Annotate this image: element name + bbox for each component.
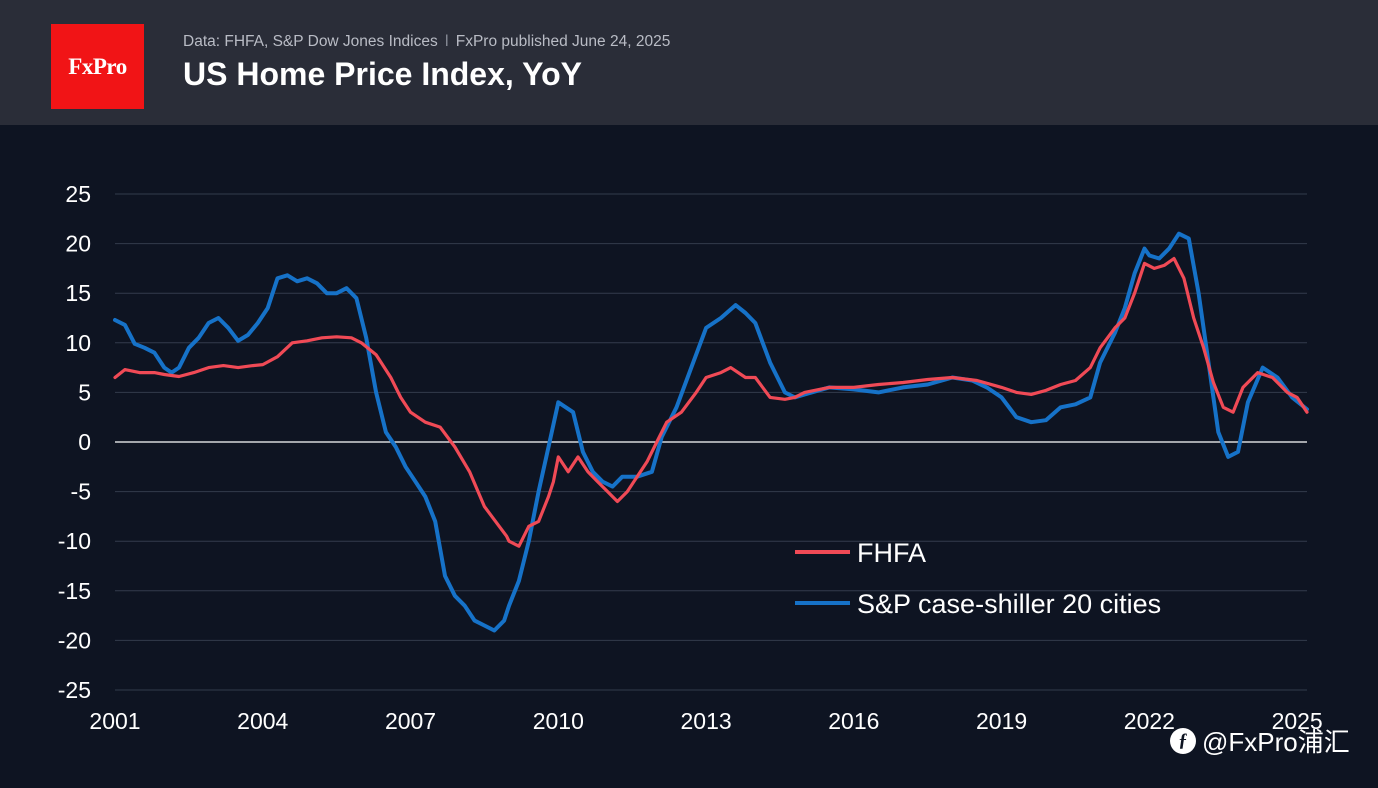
y-tick-label: 15: [65, 280, 91, 306]
fxpro-logo: FxPro: [51, 24, 144, 109]
x-tick-label: 2016: [828, 708, 879, 734]
series-lines: [113, 231, 1309, 633]
header-bar: FxPro Data: FHFA, S&P Dow Jones Indices ǀ…: [0, 0, 1378, 125]
y-tick-label: -20: [58, 627, 91, 653]
legend-label: S&P case-shiller 20 cities: [857, 589, 1161, 619]
x-tick-label: 2025: [1272, 708, 1323, 734]
weibo-icon: ƒ: [1170, 727, 1196, 754]
x-tick-label: 2019: [976, 708, 1027, 734]
x-tick-label: 2007: [385, 708, 436, 734]
legend: FHFA S&P case-shiller 20 cities: [795, 538, 1161, 619]
series-line-fhfa: [113, 256, 1309, 548]
y-tick-label: -25: [58, 677, 91, 703]
x-tick-label: 2013: [680, 708, 731, 734]
x-tick-label: 2022: [1124, 708, 1175, 734]
y-tick-label: -10: [58, 528, 91, 554]
series-line-sp-case-shiller: [113, 231, 1309, 633]
y-tick-label: 20: [65, 231, 91, 257]
x-axis-ticks: 2001 2004 2007 2010 2013 2016 2019 2022 2025: [89, 708, 1322, 734]
y-tick-label: 25: [65, 181, 91, 207]
chart-title: US Home Price Index, YoY: [183, 56, 582, 92]
y-tick-label: 0: [78, 429, 91, 455]
publisher-text: FxPro published June 24, 2025: [455, 33, 671, 50]
gridlines: [115, 193, 1307, 691]
x-tick-label: 2010: [533, 708, 584, 734]
x-tick-label: 2004: [237, 708, 288, 734]
separator-icon: ǀ: [444, 33, 449, 50]
watermark: ƒ @FxPro浦汇: [1170, 722, 1350, 759]
source-line: Data: FHFA, S&P Dow Jones Indices ǀ FxPro …: [183, 33, 670, 51]
y-tick-label: -5: [71, 479, 91, 505]
legend-label: FHFA: [857, 538, 926, 568]
y-axis-ticks: 25 20 15 10 5 0 -5 -10 -15 -20 -25: [58, 181, 91, 703]
data-source-text: Data: FHFA, S&P Dow Jones Indices: [183, 33, 438, 50]
x-tick-label: 2001: [89, 708, 140, 734]
watermark-text: @FxPro浦汇: [1202, 727, 1350, 757]
line-chart: 25 20 15 10 5 0 -5 -10 -15 -20 -25 2001 2004 2007 201…: [58, 181, 1323, 734]
y-tick-label: 10: [65, 330, 91, 356]
y-tick-label: -15: [58, 578, 91, 604]
y-tick-label: 5: [78, 379, 91, 405]
